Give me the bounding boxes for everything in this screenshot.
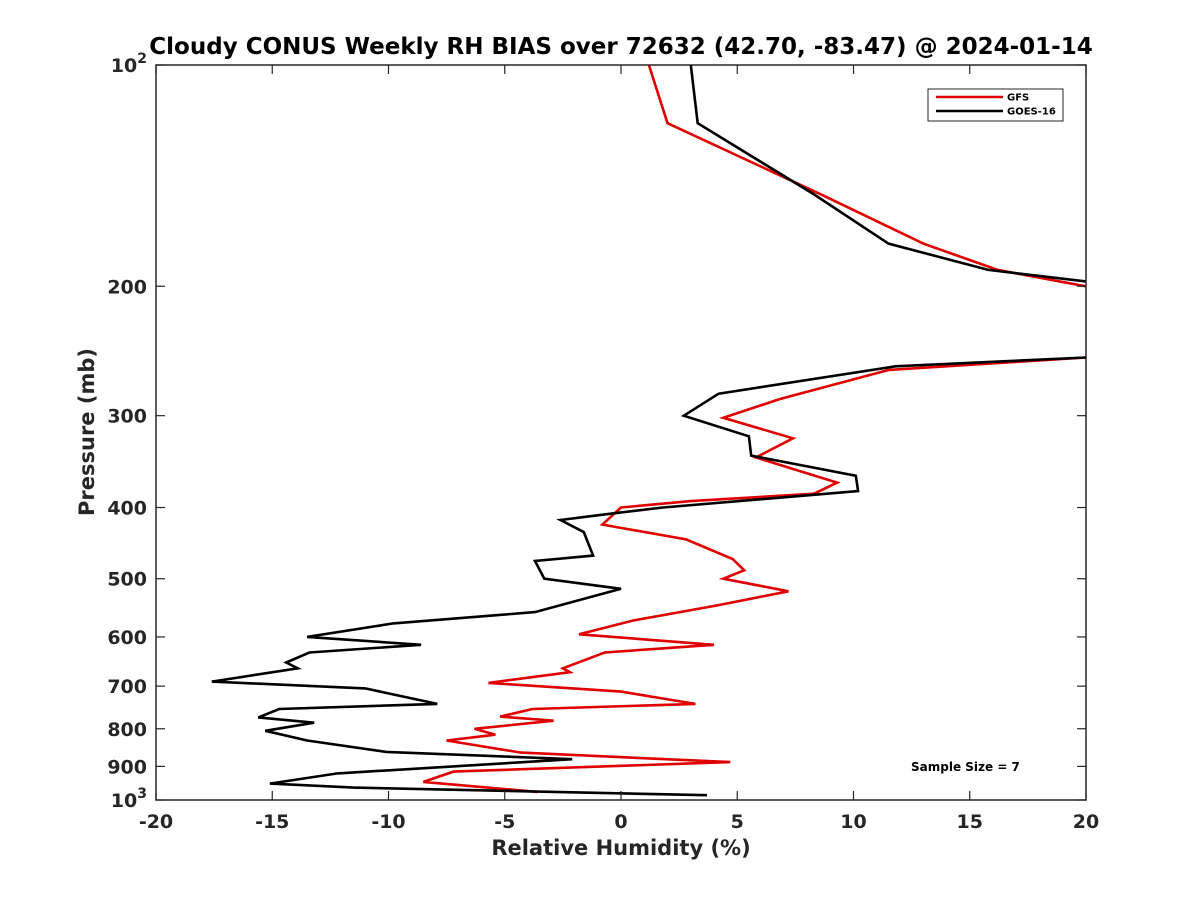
x-tick-label: 20 — [1073, 811, 1099, 833]
y-tick-label: 300 — [107, 406, 147, 428]
x-tick-label: 0 — [614, 811, 627, 833]
x-tick-label: -5 — [494, 811, 515, 833]
legend-box — [927, 88, 1064, 122]
series-goes16-line-0 — [689, 65, 1086, 283]
y-axis-ticks: 102 200 300 400 500 600 700 800 900 103 — [107, 51, 1086, 812]
y-tick-label: 102 — [111, 51, 147, 77]
series-goes16-line-1 — [211, 356, 1086, 797]
x-tick-label: 5 — [731, 811, 744, 833]
series-layer — [211, 65, 1086, 797]
x-axis-label: Relative Humidity (%) — [491, 836, 750, 860]
x-tick-label: -20 — [139, 811, 173, 833]
y-tick-label: 103 — [111, 786, 147, 812]
y-tick-label: 900 — [107, 756, 147, 778]
y-axis-label: Pressure (mb) — [75, 348, 99, 516]
y-tick-label: 700 — [107, 676, 147, 698]
y-tick-label: 600 — [107, 627, 147, 649]
legend-goes16-label: GOES-16 — [1007, 107, 1056, 118]
x-tick-label: 15 — [957, 811, 983, 833]
x-tick-label: -10 — [371, 811, 405, 833]
series-goes16 — [211, 65, 1086, 797]
series-gfs-line-1 — [422, 356, 1086, 794]
y-tick-label: 800 — [107, 719, 147, 741]
y-tick-label: 200 — [107, 276, 147, 298]
x-axis-ticks: -20 -15 -10 -5 0 5 10 15 20 — [139, 65, 1099, 833]
legend-gfs-label: GFS — [1007, 93, 1029, 104]
y-tick-label: 400 — [107, 498, 147, 520]
y-tick-label: 500 — [107, 569, 147, 591]
sample-size-annotation: Sample Size = 7 — [911, 760, 1020, 774]
x-tick-label: -15 — [255, 811, 289, 833]
x-tick-label: 10 — [840, 811, 866, 833]
legend: GFS GOES-16 — [927, 88, 1064, 122]
chart-title: Cloudy CONUS Weekly RH BIAS over 72632 (… — [149, 34, 1092, 60]
